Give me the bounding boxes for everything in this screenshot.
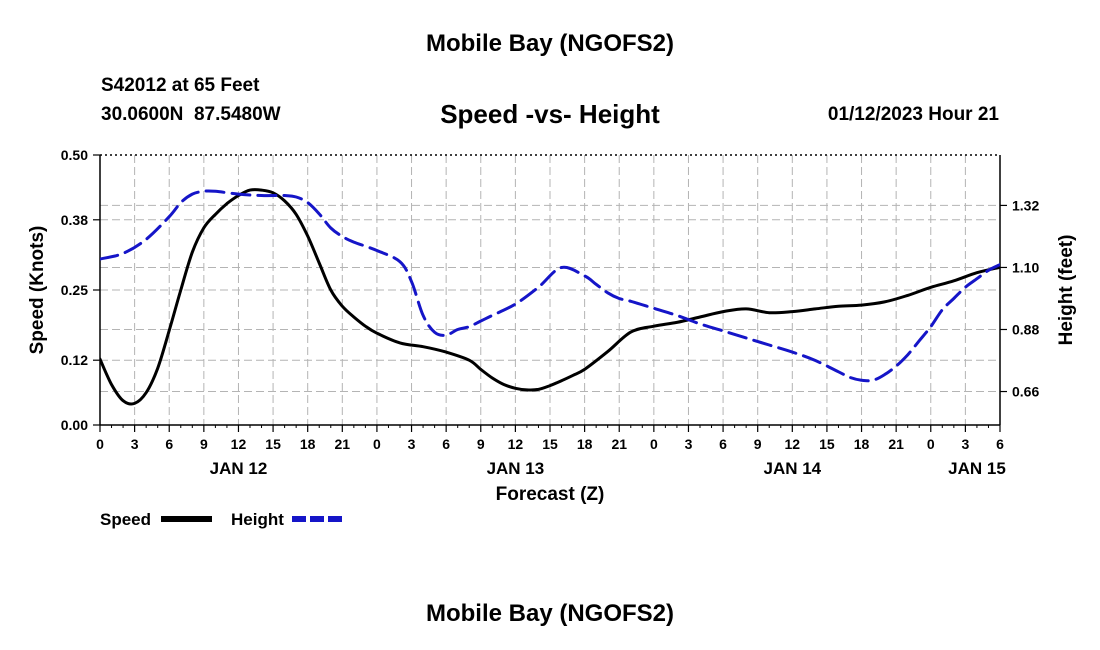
y-tick-label-right: 1.32 (1012, 197, 1039, 213)
y-tick-label-left: 0.25 (61, 282, 88, 298)
x-tick-label: 3 (685, 436, 693, 452)
x-tick-label: 0 (650, 436, 658, 452)
footer-title: Mobile Bay (NGOFS2) (425, 600, 675, 627)
x-tick-label: 12 (785, 436, 801, 452)
station-label: S42012 at 65 Feet (101, 75, 260, 96)
day-label: JAN 14 (763, 459, 821, 478)
x-tick-label: 0 (96, 436, 104, 452)
day-label: JAN 15 (948, 459, 1006, 478)
x-tick-label: 18 (300, 436, 316, 452)
x-axis-title: Forecast (Z) (496, 484, 605, 505)
x-tick-label: 9 (754, 436, 762, 452)
x-tick-label: 15 (542, 436, 558, 452)
x-tick-label: 9 (477, 436, 485, 452)
x-tick-label: 15 (265, 436, 281, 452)
y-tick-label-right: 0.88 (1012, 321, 1039, 337)
y-tick-label-right: 0.66 (1012, 384, 1039, 400)
x-tick-label: 0 (373, 436, 381, 452)
speed-series-line (100, 188, 1000, 406)
x-tick-label: 15 (819, 436, 835, 452)
x-tick-label: 12 (231, 436, 247, 452)
x-tick-label: 6 (442, 436, 450, 452)
x-tick-label: 9 (200, 436, 208, 452)
position-label: 30.0600N 87.5480W (101, 104, 281, 125)
y-tick-label-left: 0.00 (61, 417, 88, 433)
y-tick-label-right: 1.10 (1012, 259, 1039, 275)
main-title: Mobile Bay (NGOFS2) (425, 30, 675, 57)
x-tick-label: 3 (408, 436, 416, 452)
y-axis-title-right: Height (feet) (1056, 235, 1077, 346)
y-axis-title-left: Speed (Knots) (27, 226, 48, 355)
legend-speed-label: Speed (100, 510, 151, 529)
x-tick-label: 6 (996, 436, 1004, 452)
x-tick-label: 18 (577, 436, 593, 452)
height-series-line (100, 189, 1000, 383)
date-label: 01/12/2023 Hour 21 (827, 104, 999, 125)
legend-height-label: Height (231, 510, 284, 529)
x-tick-label: 12 (508, 436, 524, 452)
x-tick-label: 6 (165, 436, 173, 452)
x-tick-label: 21 (888, 436, 904, 452)
x-tick-label: 21 (611, 436, 627, 452)
chart-title: Speed -vs- Height (440, 99, 660, 129)
y-tick-label-left: 0.38 (61, 212, 88, 228)
day-label: JAN 13 (487, 459, 545, 478)
day-label: JAN 12 (210, 459, 268, 478)
x-tick-label: 3 (131, 436, 139, 452)
x-tick-label: 18 (854, 436, 870, 452)
x-tick-label: 3 (961, 436, 969, 452)
y-tick-label-left: 0.50 (61, 147, 88, 163)
x-tick-label: 21 (335, 436, 351, 452)
x-tick-label: 0 (927, 436, 935, 452)
y-tick-label-left: 0.12 (61, 352, 88, 368)
x-tick-label: 6 (719, 436, 727, 452)
